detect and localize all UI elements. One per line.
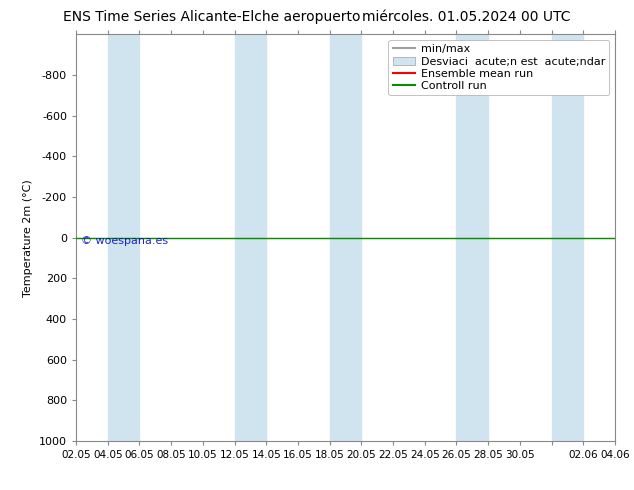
Bar: [456, 34, 488, 441]
Bar: [235, 34, 266, 441]
Bar: [108, 34, 139, 441]
Text: © woespana.es: © woespana.es: [81, 236, 168, 246]
Text: miércoles. 01.05.2024 00 UTC: miércoles. 01.05.2024 00 UTC: [362, 10, 571, 24]
Legend: min/max, Desviaci  acute;n est  acute;ndar, Ensemble mean run, Controll run: min/max, Desviaci acute;n est acute;ndar…: [389, 40, 609, 96]
Bar: [330, 34, 361, 441]
Bar: [552, 34, 583, 441]
Y-axis label: Temperature 2m (°C): Temperature 2m (°C): [23, 179, 34, 296]
Text: ENS Time Series Alicante-Elche aeropuerto: ENS Time Series Alicante-Elche aeropuert…: [63, 10, 361, 24]
